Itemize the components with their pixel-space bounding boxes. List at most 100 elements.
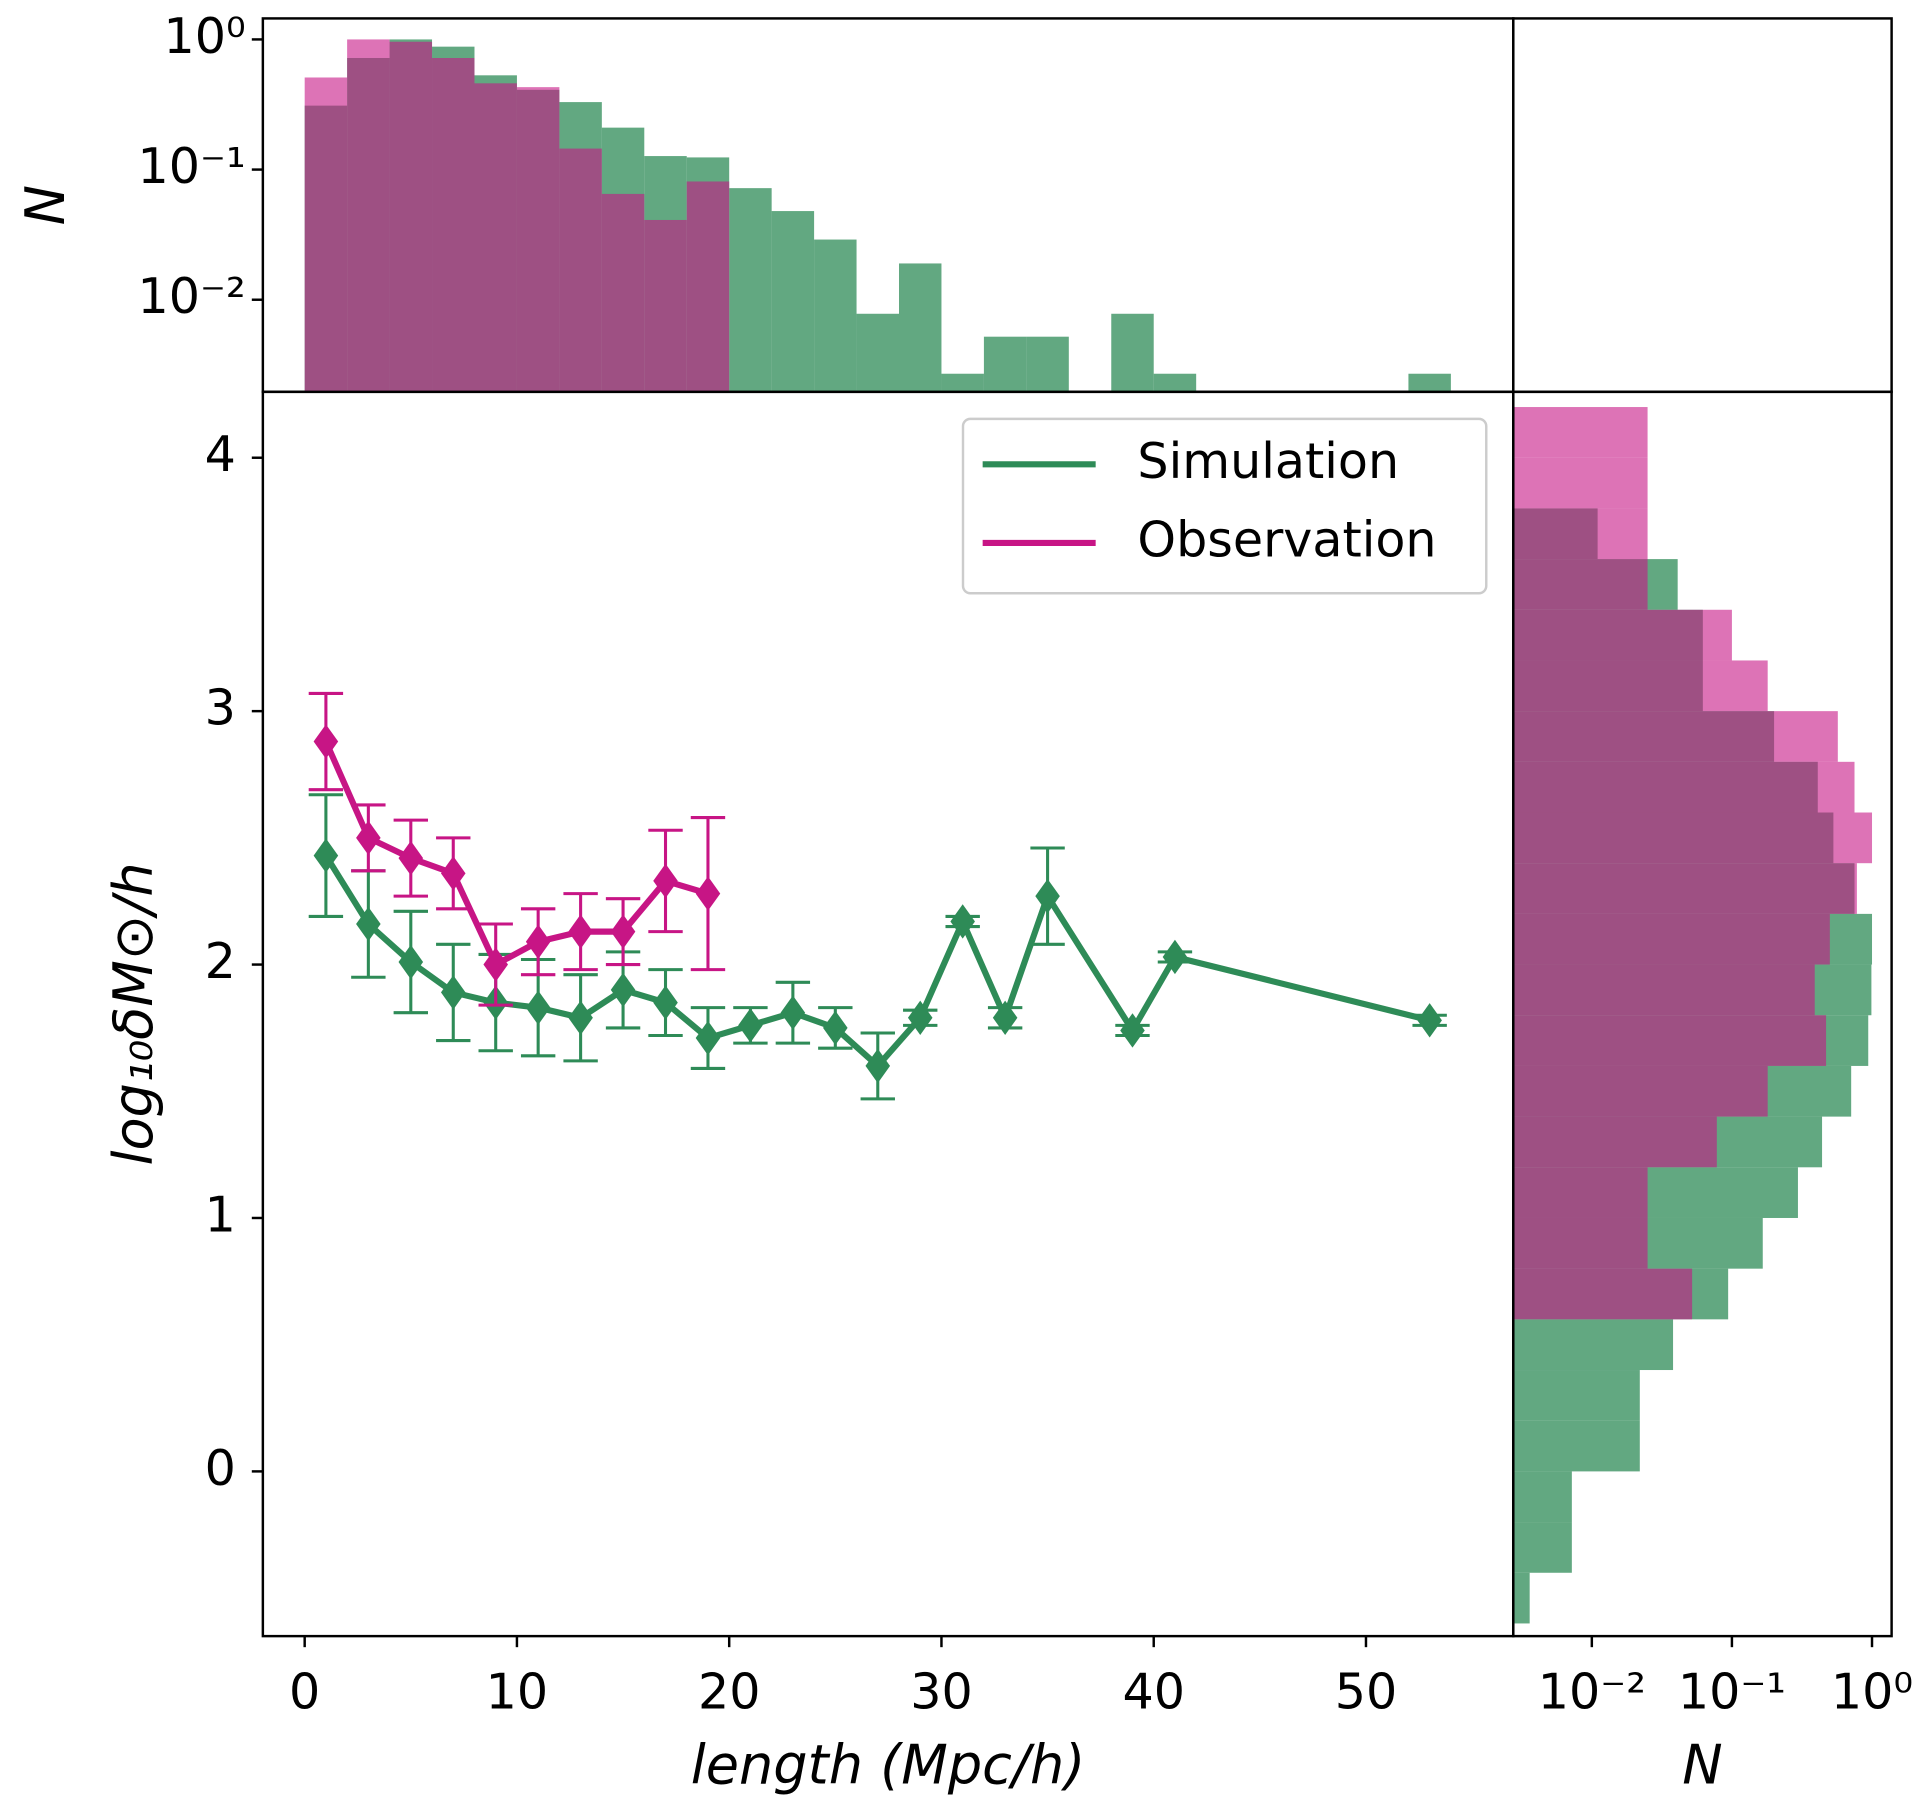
- y-tick-label: 2: [205, 932, 236, 990]
- hist-bar: [729, 188, 772, 392]
- hist-bar: [814, 239, 857, 392]
- empty-panel: [1512, 17, 1893, 394]
- line: [323, 740, 709, 968]
- frame: [1512, 390, 1893, 1638]
- hist-bar: [1513, 1370, 1640, 1421]
- hist-bar: [1513, 964, 1815, 1016]
- hist-bar: [1026, 336, 1069, 392]
- hist-bar: [304, 77, 348, 392]
- hist-bar: [644, 219, 687, 392]
- hist-bar: [856, 313, 900, 392]
- hist-bar: [1513, 1015, 1827, 1066]
- x-tick-label: 20: [698, 1663, 761, 1721]
- hist-bar: [1513, 1471, 1572, 1523]
- hist-bar: [941, 373, 984, 392]
- hist-bar: [1513, 508, 1648, 560]
- marker: [440, 856, 466, 891]
- marker: [610, 972, 636, 1008]
- series: [308, 691, 726, 1007]
- hist-bar: [686, 181, 730, 392]
- hist-bar: [899, 263, 942, 392]
- y-tick-label: 0: [205, 1439, 236, 1497]
- marker: [1035, 878, 1060, 914]
- hist-bar: [516, 87, 560, 392]
- hist-bar: [1153, 373, 1197, 392]
- frame: [261, 17, 1515, 394]
- hist-bar: [1513, 1116, 1717, 1168]
- marker: [695, 1020, 721, 1056]
- marker: [1417, 1003, 1442, 1038]
- hist-bar: [389, 41, 433, 392]
- hist-bar: [432, 57, 475, 392]
- hist-bar: [1513, 812, 1873, 864]
- hist-bar: [1408, 373, 1451, 392]
- marker: [865, 1048, 891, 1084]
- hist-bar: [601, 193, 645, 392]
- x-tick-label: 10: [486, 1663, 549, 1721]
- hist-bar: [1513, 660, 1768, 712]
- x-tick-label: 0: [289, 1663, 320, 1721]
- marker: [823, 1010, 848, 1046]
- y-axis-label: log₁₀δM⊙/h: [102, 862, 165, 1165]
- x-tick-label: 50: [1335, 1663, 1398, 1721]
- marker: [483, 947, 508, 982]
- hist-bar: [1513, 1319, 1674, 1371]
- legend: Simulation Observation: [961, 417, 1488, 595]
- marker: [568, 1000, 593, 1035]
- marker: [1120, 1013, 1145, 1048]
- hist-bar: [1513, 863, 1857, 914]
- marker: [907, 1000, 933, 1035]
- x-axis-label: N: [1682, 1733, 1722, 1796]
- legend-label: Simulation: [1137, 432, 1399, 490]
- x-tick-label: 10⁰: [1831, 1663, 1913, 1721]
- hist-bar: [347, 39, 390, 392]
- hist-bar: [1513, 913, 1830, 965]
- marker: [525, 990, 551, 1025]
- y-tick-label: 4: [205, 425, 236, 483]
- marker: [780, 995, 806, 1030]
- legend-label: Observation: [1137, 510, 1436, 568]
- marker: [1162, 939, 1188, 975]
- marker: [568, 914, 593, 949]
- x-tick-label: 10⁻²: [1538, 1663, 1646, 1721]
- hist-bar: [1513, 1522, 1572, 1573]
- hist-bar: [1513, 761, 1855, 813]
- marker: [695, 876, 721, 911]
- y-tick-label: 10⁻¹: [138, 137, 246, 195]
- hist-bar: [1513, 1420, 1640, 1472]
- marker: [653, 863, 678, 899]
- hist-bar: [1513, 1217, 1648, 1269]
- hist-bar: [1513, 407, 1648, 458]
- marker: [313, 838, 339, 873]
- y-tick-label: 10⁻²: [138, 267, 246, 325]
- series: [308, 793, 1447, 1101]
- marker: [525, 924, 551, 959]
- y-axis-label: N: [14, 185, 77, 225]
- hist-bar: [983, 336, 1027, 392]
- hist-bar: [771, 211, 815, 392]
- hist-bar: [474, 83, 517, 392]
- marker: [356, 906, 381, 942]
- marker: [313, 724, 339, 759]
- hist-bar: [1513, 609, 1732, 661]
- x-tick-label: 30: [910, 1663, 973, 1721]
- marker: [398, 944, 424, 980]
- hist-bar: [1513, 711, 1838, 762]
- hist-bar: [1513, 1572, 1530, 1624]
- y-tick-label: 3: [205, 679, 236, 737]
- marker: [356, 820, 381, 856]
- marker: [992, 1000, 1018, 1035]
- hist-bar: [1513, 1167, 1648, 1218]
- y-tick-label: 10⁰: [163, 7, 245, 65]
- x-tick-label: 40: [1122, 1663, 1185, 1721]
- x-axis-label: length (Mpc/h): [691, 1733, 1086, 1796]
- marker: [653, 985, 678, 1020]
- marker: [738, 1008, 763, 1043]
- marker: [950, 904, 975, 939]
- x-tick-label: 10⁻¹: [1678, 1663, 1786, 1721]
- marker: [398, 840, 424, 876]
- hist-bar: [1111, 313, 1154, 392]
- marker: [440, 975, 466, 1010]
- hist-bar: [1513, 1065, 1768, 1117]
